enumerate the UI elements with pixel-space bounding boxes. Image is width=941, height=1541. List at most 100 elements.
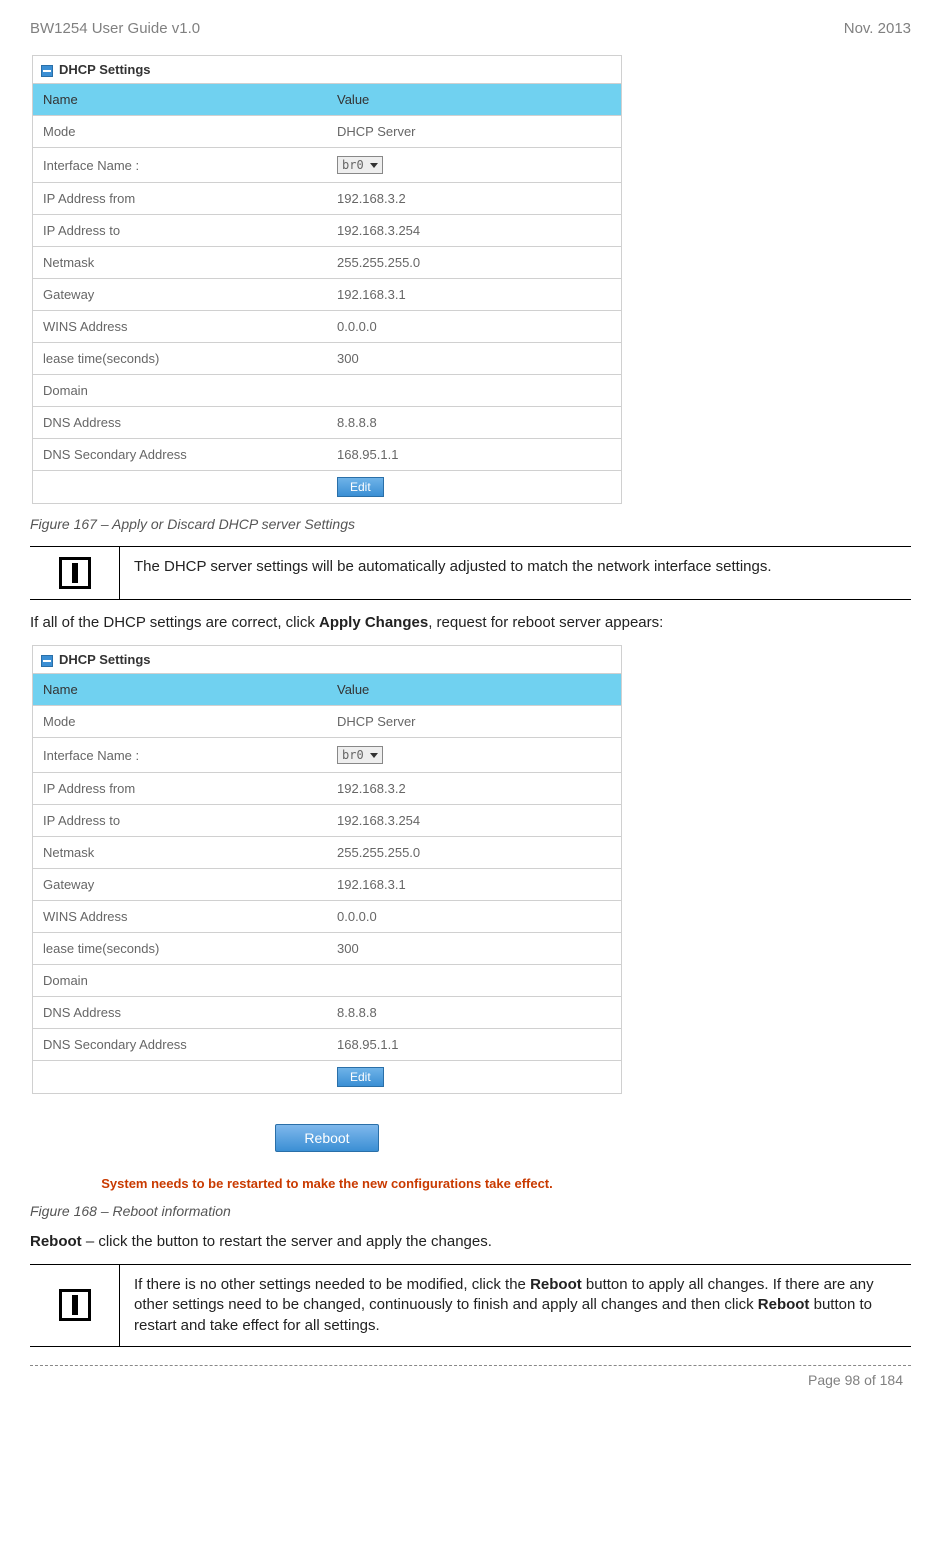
table-row: DNS Secondary Address 168.95.1.1 <box>33 439 622 471</box>
reboot-button[interactable]: Reboot <box>275 1124 378 1152</box>
cell-name: IP Address to <box>33 215 328 247</box>
info-box: If there is no other settings needed to … <box>30 1264 911 1347</box>
table-row: IP Address from 192.168.3.2 <box>33 773 622 805</box>
cell-name: IP Address to <box>33 805 328 837</box>
cell-value: DHCP Server <box>337 124 416 139</box>
cell-name: Gateway <box>33 279 328 311</box>
cell-name: lease time(seconds) <box>33 933 328 965</box>
panel-icon <box>41 65 53 77</box>
interface-select[interactable]: br0 <box>337 156 383 174</box>
reboot-bold: Reboot <box>530 1276 582 1293</box>
panel-icon <box>41 655 53 667</box>
text-fragment: If all of the DHCP settings are correct,… <box>30 614 319 631</box>
table-row: DNS Address 8.8.8.8 <box>33 407 622 439</box>
table-row: WINS Address0.0.0.0 <box>33 311 622 343</box>
figure-caption: Figure 167 – Apply or Discard DHCP serve… <box>30 516 911 532</box>
table-row: IP Address to192.168.3.254 <box>33 805 622 837</box>
info-icon <box>59 1289 91 1321</box>
cell-name: Interface Name : <box>33 148 328 183</box>
cell-name: IP Address from <box>33 773 328 805</box>
text-fragment: , request for reboot server appears: <box>428 614 663 631</box>
cell-value: 192.168.3.254 <box>337 223 420 238</box>
page-footer: Page 98 of 184 <box>30 1365 911 1388</box>
text-fragment: – click the button to restart the server… <box>82 1233 492 1250</box>
info-box: The DHCP server settings will be automat… <box>30 546 911 600</box>
dhcp-settings-table: DHCP Settings NameValueMode DHCP Server Int… <box>32 645 622 1094</box>
cell-name: Domain <box>33 375 328 407</box>
cell-name: Mode <box>33 706 328 738</box>
cell-value: 300 <box>337 351 359 366</box>
table-row: lease time(seconds) 300 <box>33 933 622 965</box>
cell-value: 0.0.0.0 <box>337 909 377 924</box>
select-value: br0 <box>342 748 364 762</box>
cell-name: Netmask <box>33 247 328 279</box>
cell-name: DNS Secondary Address <box>33 439 328 471</box>
cell-value: 255.255.255.0 <box>337 255 420 270</box>
cell-value: 192.168.3.1 <box>337 287 406 302</box>
cell-value: 192.168.3.2 <box>337 191 406 206</box>
cell-name: WINS Address <box>33 901 328 933</box>
apply-changes-bold: Apply Changes <box>319 614 428 631</box>
body-text: Reboot – click the button to restart the… <box>30 1233 911 1250</box>
cell-name: lease time(seconds) <box>33 343 328 375</box>
panel-title: DHCP Settings <box>59 652 151 667</box>
column-header-name: Name <box>33 84 328 116</box>
reboot-message: System needs to be restarted to make the… <box>32 1176 622 1191</box>
body-text: If all of the DHCP settings are correct,… <box>30 614 911 631</box>
figure-caption: Figure 168 – Reboot information <box>30 1203 911 1219</box>
table-row: DNS Address 8.8.8.8 <box>33 997 622 1029</box>
cell-value: 192.168.3.2 <box>337 781 406 796</box>
table-row: Netmask 255.255.255.0 <box>33 247 622 279</box>
cell-value: 255.255.255.0 <box>337 845 420 860</box>
table-row: Domain <box>33 375 622 407</box>
cell-name: Interface Name : <box>33 738 328 773</box>
table-row: Mode DHCP Server <box>33 116 622 148</box>
chevron-down-icon <box>370 753 378 758</box>
table-row: Mode DHCP Server <box>33 706 622 738</box>
table-row: Gateway192.168.3.1 <box>33 869 622 901</box>
info-icon <box>59 557 91 589</box>
column-header-value: Value <box>327 84 622 116</box>
info-icon-cell <box>30 547 120 599</box>
table-row: Gateway 192.168.3.1 <box>33 279 622 311</box>
table-row: IP Address from 192.168.3.2 <box>33 183 622 215</box>
cell-name: DNS Secondary Address <box>33 1029 328 1061</box>
text-fragment: If there is no other settings needed to … <box>134 1276 530 1293</box>
cell-value: 0.0.0.0 <box>337 319 377 334</box>
table-row: Netmask255.255.255.0 <box>33 837 622 869</box>
edit-button[interactable]: Edit <box>337 1067 384 1087</box>
doc-date: Nov. 2013 <box>844 20 911 37</box>
cell-value: 168.95.1.1 <box>337 1037 398 1052</box>
cell-name: Gateway <box>33 869 328 901</box>
table-row: lease time(seconds) 300 <box>33 343 622 375</box>
info-text: If there is no other settings needed to … <box>120 1265 911 1346</box>
cell-value: 300 <box>337 941 359 956</box>
cell-name: DNS Address <box>33 997 328 1029</box>
cell-name: Mode <box>33 116 328 148</box>
cell-value: 168.95.1.1 <box>337 447 398 462</box>
doc-title: BW1254 User Guide v1.0 <box>30 20 200 37</box>
page-header: BW1254 User Guide v1.0 Nov. 2013 <box>30 20 911 37</box>
reboot-bold: Reboot <box>30 1233 82 1250</box>
column-header-value: Value <box>327 674 622 706</box>
info-icon-cell <box>30 1265 120 1346</box>
cell-name: IP Address from <box>33 183 328 215</box>
cell-value: 8.8.8.8 <box>337 415 377 430</box>
table-row: Domain <box>33 965 622 997</box>
chevron-down-icon <box>370 163 378 168</box>
reboot-bold: Reboot <box>758 1296 810 1313</box>
cell-name: DNS Address <box>33 407 328 439</box>
edit-button[interactable]: Edit <box>337 477 384 497</box>
table-row: WINS Address 0.0.0.0 <box>33 901 622 933</box>
cell-value: DHCP Server <box>337 714 416 729</box>
table-row: Interface Name : br0 <box>33 738 622 773</box>
cell-value: 8.8.8.8 <box>337 1005 377 1020</box>
select-value: br0 <box>342 158 364 172</box>
cell-name: Domain <box>33 965 328 997</box>
interface-select[interactable]: br0 <box>337 746 383 764</box>
column-header-name: Name <box>33 674 328 706</box>
reboot-block: Reboot System needs to be restarted to m… <box>32 1094 622 1191</box>
table-row: DNS Secondary Address 168.95.1.1 <box>33 1029 622 1061</box>
table-row: Interface Name : br0 <box>33 148 622 183</box>
info-text: The DHCP server settings will be automat… <box>120 547 911 599</box>
